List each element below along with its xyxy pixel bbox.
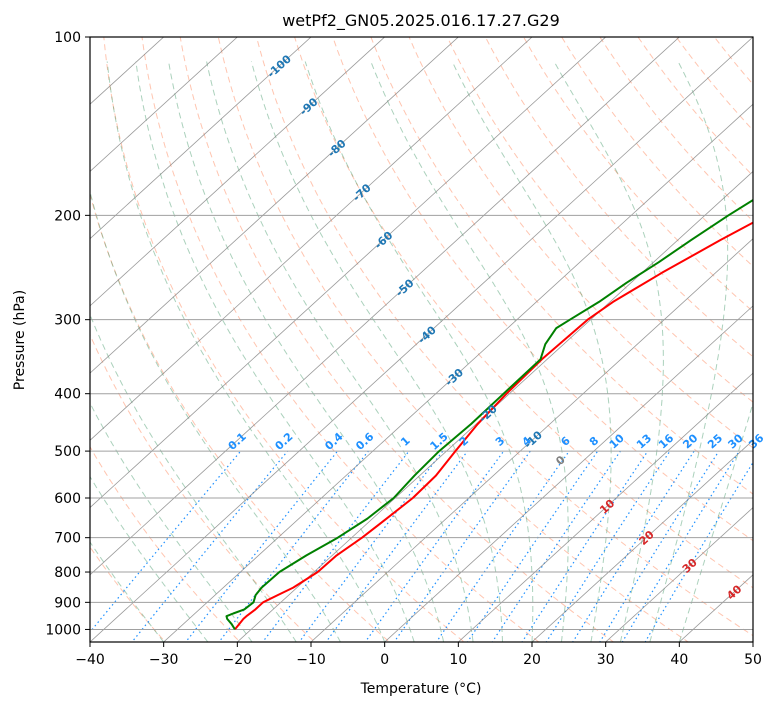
y-tick-label: 300 — [54, 313, 81, 329]
moist-adiabat-line — [304, 61, 534, 642]
plot-area — [90, 37, 753, 642]
dry-adiabat-line — [255, 37, 753, 637]
mixing-ratio-line — [131, 450, 289, 642]
y-tick-label: 1000 — [45, 622, 81, 638]
isotherm-line — [457, 372, 753, 642]
mixing-ratio-label: 36 — [746, 431, 766, 451]
y-tick-label: 400 — [54, 387, 81, 403]
x-tick-label: 30 — [597, 652, 615, 668]
isotherm-line — [90, 37, 238, 172]
mixing-ratio-label: 30 — [726, 431, 746, 451]
y-tick-label: 600 — [54, 491, 81, 507]
moist-adiabat-line — [649, 61, 729, 642]
mixing-ratio-line — [393, 450, 531, 642]
isotherm-line — [90, 37, 533, 441]
dry-adiabat-line — [141, 37, 540, 642]
x-tick-label: −40 — [75, 652, 105, 668]
temperature-profile-line — [234, 221, 753, 631]
mixing-ratio-line — [466, 450, 599, 642]
mixing-ratio-label: 13 — [634, 432, 654, 452]
x-tick-label: −10 — [296, 652, 326, 668]
y-tick-label: 900 — [54, 595, 81, 611]
mixing-ratio-label: 0.4 — [322, 430, 345, 453]
y-tick-label: 800 — [54, 565, 81, 581]
x-tick-label: 0 — [380, 652, 389, 668]
moist-adiabat-line — [90, 475, 209, 642]
dry-adiabat-line — [90, 445, 241, 642]
x-tick-label: 50 — [744, 652, 762, 668]
x-tick-label: 20 — [523, 652, 541, 668]
mixing-ratio-label: 10 — [607, 431, 627, 451]
isotherm-line — [90, 37, 459, 374]
isotherm-line — [90, 37, 386, 307]
isotherm-line — [605, 507, 753, 642]
dry-adiabat-line — [751, 37, 753, 39]
moist-adiabat-line — [90, 189, 341, 642]
dry-adiabat-line — [446, 37, 753, 403]
isotherm-line — [90, 37, 680, 576]
dry-adiabat-line — [713, 37, 753, 85]
chart-title: wetPf2_GN05.2025.016.17.27.G29 — [282, 11, 560, 31]
dry-adiabat-line — [484, 37, 753, 358]
dry-adiabat-line — [103, 37, 465, 642]
moist-adiabat-line — [135, 61, 415, 642]
moist-adiabat-line — [90, 402, 253, 642]
isotherm-line — [384, 305, 753, 642]
dry-adiabat-line — [90, 333, 316, 642]
dry-adiabat-line — [332, 37, 753, 542]
dewpoint-profile-line — [225, 198, 753, 630]
isotherm-line — [90, 37, 607, 509]
mixing-ratio-label: 25 — [705, 432, 725, 452]
x-tick-label: −30 — [149, 652, 179, 668]
x-tick-label: 40 — [670, 652, 688, 668]
isotherm-line — [163, 103, 753, 642]
x-axis-label: Temperature (°C) — [360, 681, 482, 697]
mixing-ratio-label: 1.5 — [428, 430, 451, 453]
y-axis-label: Pressure (hPa) — [12, 290, 28, 390]
isotherm-line — [90, 37, 312, 240]
moist-adiabat-line — [168, 61, 445, 642]
moist-adiabat-line — [206, 61, 474, 642]
isotherm-line — [531, 439, 753, 642]
dry-adiabat-line — [294, 37, 753, 589]
moist-adiabat-line — [106, 61, 386, 642]
mixing-ratio-line — [218, 450, 369, 642]
plot-frame — [89, 36, 754, 643]
isotherm-line — [310, 238, 753, 642]
mixing-ratio-label: 0.6 — [353, 430, 376, 453]
moist-adiabat-line — [451, 61, 612, 642]
zero-isotherm-label: 0 — [553, 453, 568, 468]
mixing-ratio-label: 0.2 — [272, 430, 295, 453]
moist-adiabat-line — [370, 61, 569, 642]
dry-adiabat-line — [523, 37, 753, 313]
y-tick-label: 700 — [54, 531, 81, 547]
isotherm-line — [90, 37, 753, 642]
moist-adiabat-line — [553, 61, 664, 642]
moist-adiabat-line — [90, 541, 165, 642]
dry-adiabat-line — [370, 37, 753, 495]
moist-adiabat-line — [250, 61, 503, 642]
dry-adiabat-line — [179, 37, 615, 642]
y-tick-label: 200 — [54, 208, 81, 224]
mixing-ratio-line — [521, 450, 649, 642]
moist-adiabat-line — [678, 401, 753, 642]
moist-adiabat-line — [90, 313, 297, 642]
mixing-ratio-label: 20 — [680, 431, 700, 451]
x-tick-label: −20 — [223, 652, 253, 668]
x-tick-label: 10 — [449, 652, 467, 668]
mixing-ratio-label: 3 — [493, 434, 507, 449]
y-tick-label: 500 — [54, 444, 81, 460]
y-tick-label: 100 — [54, 30, 81, 46]
dry-adiabat-line — [90, 192, 391, 642]
isotherm-line — [236, 170, 753, 642]
dry-adiabat-line — [217, 37, 690, 642]
line-labels: -100-90-80-70-60-50-40-30-20-10102030400… — [226, 52, 767, 602]
dry-adiabat-line — [408, 37, 753, 449]
axes: −40 −30 −20 −10 0 10 20 30 40 5010020030040050060… — [45, 30, 762, 668]
isotherm-line — [752, 641, 753, 642]
dry-adiabat-line — [599, 37, 753, 222]
